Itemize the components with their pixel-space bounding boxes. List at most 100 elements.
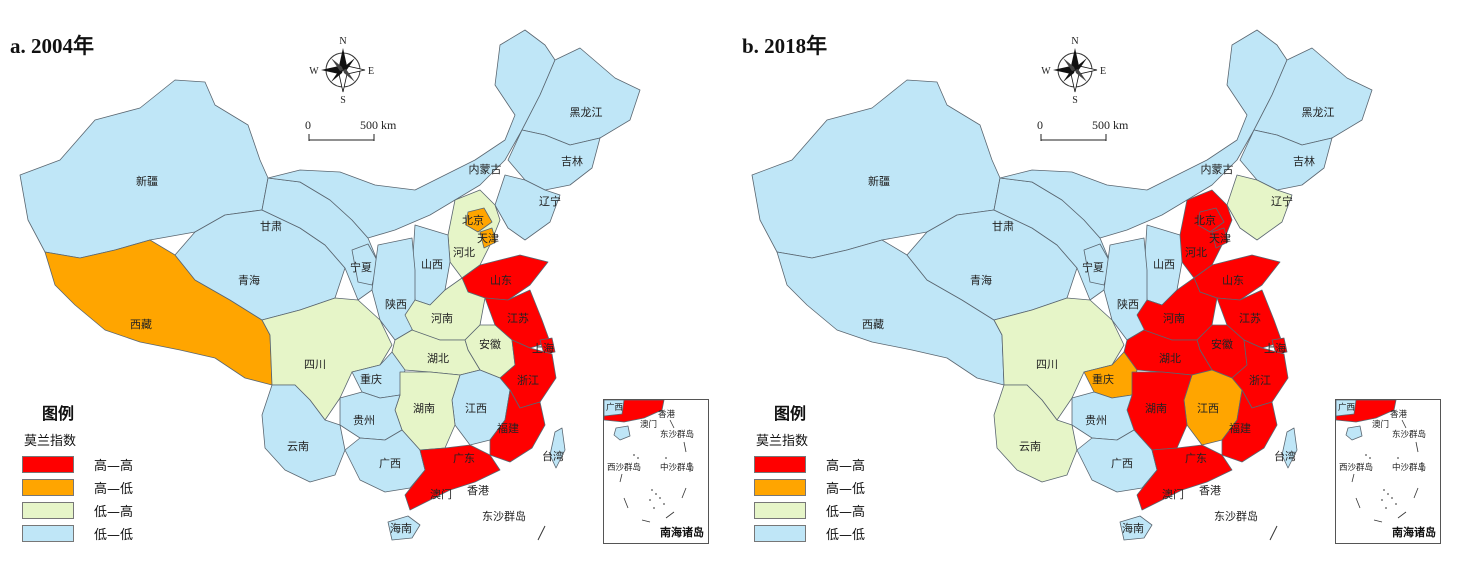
legend-item-ll: 低—低 [20, 522, 190, 545]
compass-north: N [339, 36, 346, 47]
compass-west: W [1041, 66, 1051, 77]
map-panel-2018: b. 2018年 [732, 0, 1463, 574]
panel-title: b. 2018年 [742, 34, 828, 58]
label-qinghai: 青海 [970, 273, 992, 287]
map-panel-2004: a. 2004年 [0, 0, 731, 574]
legend-label: 低—低 [826, 528, 866, 543]
label-hunan: 湖南 [1145, 402, 1167, 415]
label-fujian: 福建 [1229, 421, 1251, 435]
nine-dash-segment [537, 525, 546, 541]
legend-item-lh: 低—高 [20, 499, 190, 522]
label-macau: 澳门 [1162, 487, 1184, 501]
legend-label: 低—高 [826, 505, 866, 520]
label-hongkong: 香港 [467, 484, 489, 497]
compass-east: E [368, 66, 374, 77]
legend-subtitle: 莫兰指数 [24, 434, 77, 449]
label-jiangsu: 江苏 [507, 312, 529, 325]
legend-title: 图例 [42, 404, 75, 423]
inset-label-guangxi: 广西 [606, 402, 623, 413]
compass-south: S [340, 95, 346, 106]
legend-swatch [22, 479, 74, 496]
province-fujian [1221, 389, 1278, 463]
legend-label: 高—低 [94, 482, 134, 497]
label-jiangsu: 江苏 [1239, 312, 1261, 325]
inset-label-zhongsha: 中沙群岛 [1392, 462, 1426, 473]
label-ningxia: 宁夏 [350, 260, 372, 274]
scale-distance: 500 km [1092, 118, 1129, 132]
legend-item-lh: 低—高 [752, 499, 922, 522]
label-hainan: 海南 [390, 521, 412, 535]
label-zhejiang: 浙江 [517, 374, 539, 387]
nine-dash-line [619, 419, 691, 523]
legend-swatch [754, 479, 806, 496]
label-hunan: 湖南 [413, 402, 435, 415]
label-beijing: 北京 [462, 213, 484, 227]
inset-map: 广西 香港 澳门 东沙群岛 西沙群岛 中沙群岛 [1335, 399, 1426, 523]
compass-west: W [309, 66, 319, 77]
legend-label: 高—高 [826, 459, 866, 474]
label-gansu: 甘肃 [992, 220, 1014, 233]
label-shanxi: 山西 [421, 258, 443, 271]
label-yunnan: 云南 [287, 440, 309, 453]
province-guizhou [339, 391, 403, 441]
label-fujian: 福建 [497, 421, 519, 435]
province-guizhou [1071, 391, 1135, 441]
label-shanghai: 上海 [1264, 341, 1286, 355]
label-xinjiang: 新疆 [868, 174, 890, 188]
province-tianjin [1211, 227, 1229, 249]
scale-zero: 0 [305, 118, 311, 132]
province-beijing [465, 207, 493, 233]
label-sichuan: 四川 [304, 358, 326, 371]
label-taiwan: 台湾 [1274, 449, 1296, 463]
label-anhui: 安徽 [479, 337, 501, 351]
province-taiwan [1281, 427, 1298, 469]
province-shanghai [539, 337, 556, 355]
island-dots [633, 454, 667, 509]
label-heilongjiang: 黑龙江 [570, 106, 603, 119]
legend-swatch [754, 502, 806, 519]
legend-item-hl: 高—低 [20, 476, 190, 499]
nine-dash-line [1351, 419, 1423, 523]
inset-coast-guangxi [603, 399, 625, 417]
label-hongkong: 香港 [1199, 484, 1221, 497]
china-map: 新疆 西藏 青海 甘肃 内蒙古 黑龙江 吉林 辽宁 河北 北京 天津 山西 宁夏… [751, 29, 1373, 541]
inset-label-xisha: 西沙群岛 [607, 462, 641, 473]
label-guangxi: 广西 [379, 457, 401, 470]
label-ningxia: 宁夏 [1082, 260, 1104, 274]
province-hainan [1119, 515, 1153, 541]
south-china-sea-inset: 广西 香港 澳门 东沙群岛 西沙群岛 中沙群岛 [1335, 399, 1441, 544]
province-jilin [1239, 129, 1333, 191]
inset-hainan [613, 425, 631, 441]
label-shandong: 山东 [1222, 274, 1244, 287]
inset-caption: 南海诸岛 [1392, 526, 1436, 539]
scale-bar: 0 500 km [1037, 118, 1129, 141]
label-hainan: 海南 [1122, 521, 1144, 535]
inset-caption: 南海诸岛 [660, 526, 704, 539]
legend-item-ll: 低—低 [752, 522, 922, 545]
legend-label: 低—高 [94, 505, 134, 520]
label-henan: 河南 [1163, 312, 1185, 325]
label-heilongjiang: 黑龙江 [1302, 106, 1335, 119]
province-yunnan [993, 384, 1078, 483]
china-map: 新疆 西藏 青海 甘肃 内蒙古 黑龙江 吉林 辽宁 河北 北京 天津 山西 宁夏… [19, 29, 641, 541]
province-hainan [387, 515, 421, 541]
label-zhejiang: 浙江 [1249, 374, 1271, 387]
province-neimenggu [267, 29, 556, 239]
label-guizhou: 贵州 [1085, 414, 1107, 427]
province-guangdong [404, 444, 501, 511]
label-guangxi: 广西 [1111, 457, 1133, 470]
province-fujian [489, 389, 546, 463]
label-sichuan: 四川 [1036, 358, 1058, 371]
province-guangdong [1136, 444, 1233, 511]
label-chongqing: 重庆 [360, 372, 382, 386]
label-henan: 河南 [431, 312, 453, 325]
label-anhui: 安徽 [1211, 337, 1233, 351]
province-liaoning [1226, 174, 1293, 241]
legend: 图例 莫兰指数 高—高 高—低 低—高 低—低 [20, 400, 190, 545]
inset-coast-guangxi [1335, 399, 1357, 417]
legend-subtitle: 莫兰指数 [756, 434, 809, 449]
label-liaoning: 辽宁 [539, 194, 561, 208]
label-guangdong: 广东 [453, 452, 475, 465]
legend-swatch [754, 456, 806, 473]
label-hebei: 河北 [1185, 246, 1207, 259]
